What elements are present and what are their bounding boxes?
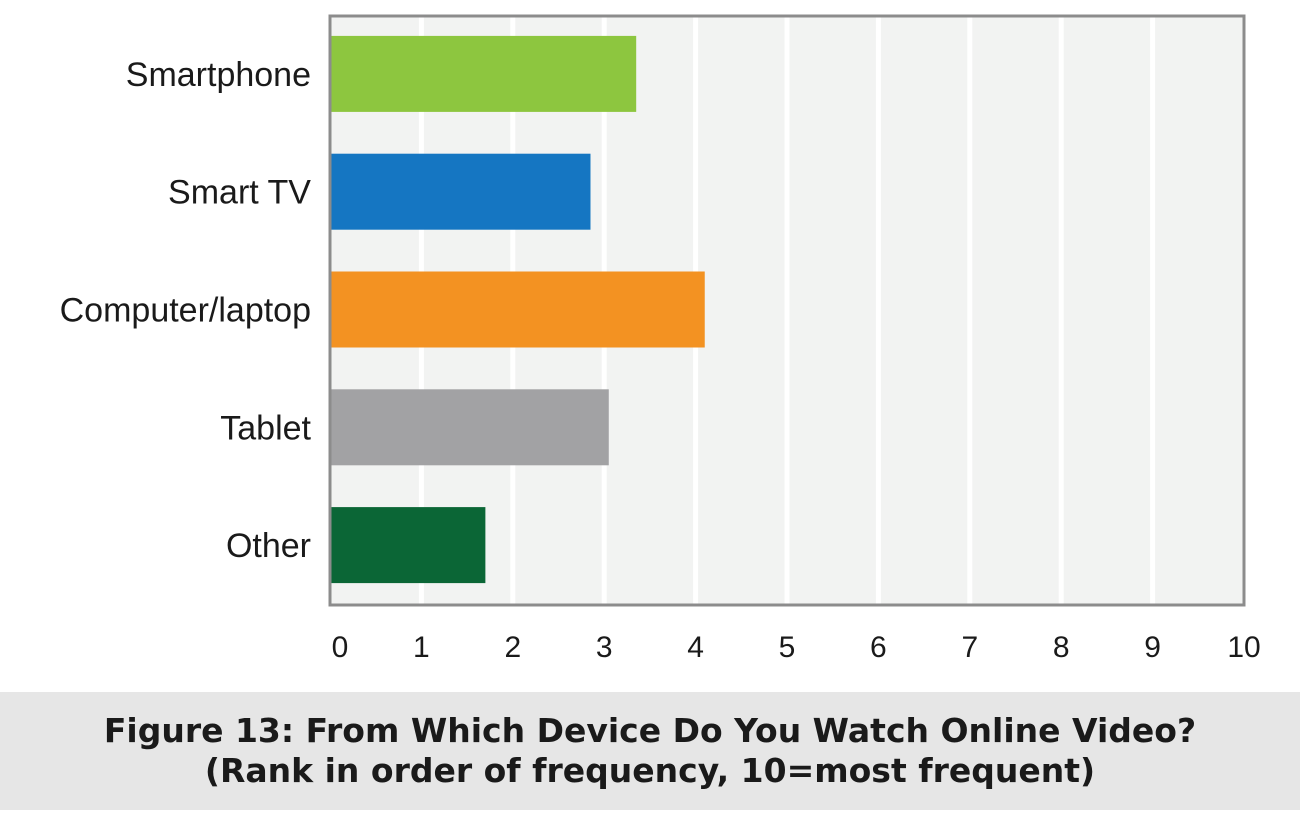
figure-subtitle: (Rank in order of frequency, 10=most fre… [204,751,1096,790]
x-tick-label-0: 0 [332,631,349,664]
x-tick-label-10: 10 [1227,631,1260,664]
figure-title: Figure 13: From Which Device Do You Watc… [103,711,1197,750]
plot-frame [328,14,1246,607]
bar-smart-tv [330,153,591,230]
category-label-tablet: Tablet [220,409,311,447]
category-labels: Smartphone Smart TV Computer/laptop Tablet O… [60,56,312,565]
x-tick-label-3: 3 [596,631,613,664]
x-tick-label-8: 8 [1053,631,1070,664]
x-tick-label-1: 1 [413,631,430,664]
x-tick-label-2: 2 [504,631,521,664]
bars [330,35,705,584]
category-label-smart-tv: Smart TV [168,174,311,212]
category-label-smartphone: Smartphone [126,56,311,94]
bar-tablet [330,389,609,466]
category-label-other: Other [226,527,311,565]
x-tick-label-5: 5 [779,631,796,664]
bar-chart: Smartphone Smart TV Computer/laptop Tablet O… [60,14,1261,664]
x-tick-label-9: 9 [1144,631,1161,664]
bar-smartphone [330,35,637,112]
caption-band: Figure 13: From Which Device Do You Watc… [0,692,1300,810]
bar-computer-laptop [330,271,705,348]
x-tick-label-7: 7 [961,631,978,664]
x-tick-label-4: 4 [687,631,704,664]
x-axis-tick-labels: 0 1 2 3 4 5 6 7 8 9 10 [332,631,1261,664]
bar-other [330,507,486,584]
x-tick-label-6: 6 [870,631,887,664]
category-label-computer-laptop: Computer/laptop [60,292,311,330]
